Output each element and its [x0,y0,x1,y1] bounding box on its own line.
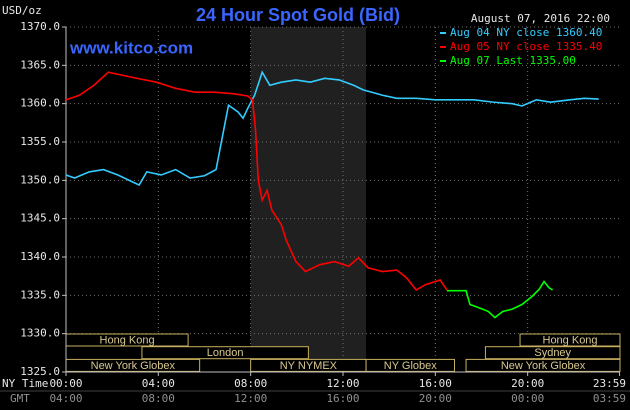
y-tick-label: 1350.0 [20,173,60,186]
x2-tick-label: 16:00 [326,392,359,405]
x2-tick-label: 08:00 [142,392,175,405]
y-tick-label: 1345.0 [20,212,60,225]
x2-tick-label: 00:00 [511,392,544,405]
session-box [465,358,621,372]
x2-tick-label: 03:59 [593,392,626,405]
session-box [141,346,309,360]
y-tick-label: 1340.0 [20,250,60,263]
x2-tick-label: 04:00 [49,392,82,405]
session-label: Sydney [534,347,571,359]
timestamp: August 07, 2016 22:00 [471,12,610,25]
x2-tick-label: 12:00 [234,392,267,405]
price-line [65,70,599,186]
chart-title: 24 Hour Spot Gold (Bid) [196,5,400,25]
highlight-band [250,27,367,372]
session-label: Hong Kong [543,334,598,346]
x-tick-label: 12:00 [326,377,359,390]
session-label: New York Globex [91,360,176,372]
y-tick-label: 1335.0 [20,288,60,301]
session-box [484,346,621,360]
session-label: NY NYMEX [280,360,338,372]
watermark: www.kitco.com [69,38,193,57]
x-tick-label: 20:00 [511,377,544,390]
session-box [519,333,621,347]
x-axis-label: NY Time [2,377,48,390]
x2-axis-label: GMT [10,392,30,405]
price-line [65,71,448,292]
session-box [365,358,455,372]
session-label: Hong Kong [100,334,155,346]
y-tick-label: 1330.0 [20,327,60,340]
x-tick-label: 00:00 [49,377,82,390]
y-tick-label: 1360.0 [20,97,60,110]
unit-label: USD/oz [2,4,42,17]
legend-label: Aug 07 Last 1335.00 [450,54,576,67]
x-tick-label: 23:59 [593,377,626,390]
x-tick-label: 08:00 [234,377,267,390]
legend-label: Aug 04 NY close 1360.40 [450,26,602,39]
x2-tick-label: 20:00 [419,392,452,405]
session-label: New York Globex [501,360,586,372]
session-label: London [207,347,244,359]
y-tick-label: 1365.0 [20,58,60,71]
y-tick-label: 1355.0 [20,135,60,148]
x-tick-label: 04:00 [142,377,175,390]
session-label: NY Globex [384,360,437,372]
price-line [446,280,554,319]
y-tick-label: 1370.0 [20,20,60,33]
x-tick-label: 16:00 [419,377,452,390]
legend-label: Aug 05 NY close 1335.40 [450,40,602,53]
y-tick-label: 1325.0 [20,365,60,378]
